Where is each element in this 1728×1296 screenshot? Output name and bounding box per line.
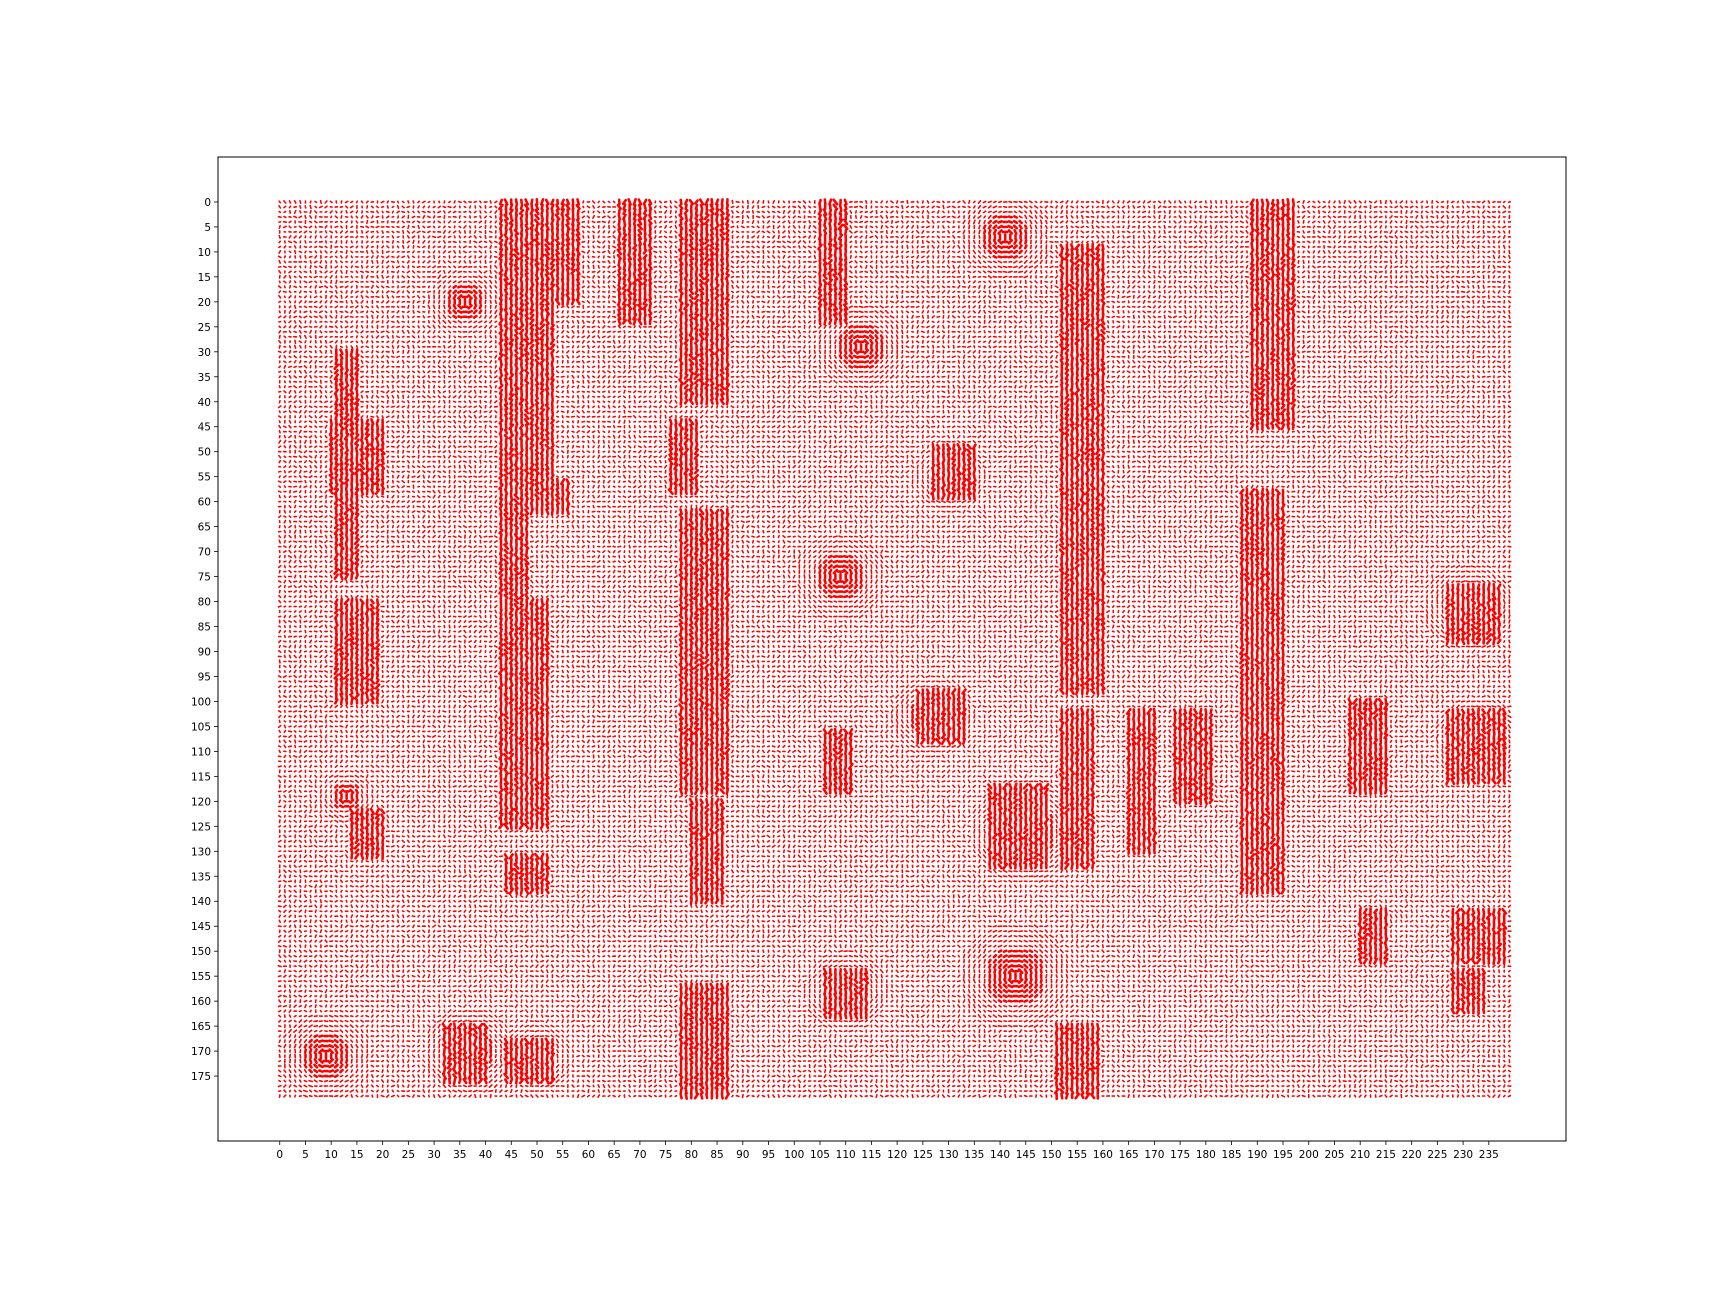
x-tick-label: 230 — [1453, 1149, 1473, 1161]
x-tick-label: 195 — [1273, 1149, 1293, 1161]
x-tick-label: 120 — [887, 1149, 907, 1161]
x-tick-label: 225 — [1427, 1149, 1447, 1161]
y-tick-label: 125 — [191, 821, 211, 833]
x-tick-label: 115 — [861, 1149, 881, 1161]
x-tick-label: 70 — [633, 1149, 646, 1161]
y-tick-label: 55 — [198, 472, 211, 484]
x-tick-label: 0 — [276, 1149, 283, 1161]
y-tick-label: 5 — [204, 222, 211, 234]
x-tick-label: 50 — [530, 1149, 543, 1161]
axes: 0 5 10 15 20 25 30 35 40 45 50 55 60 65 70 75 80 85 90 95 10… — [191, 156, 1567, 1161]
y-tick-label: 155 — [191, 971, 211, 983]
y-tick-label: 65 — [198, 522, 211, 534]
y-tick-label: 15 — [198, 272, 211, 284]
x-tick-label: 130 — [939, 1149, 959, 1161]
x-tick-label: 30 — [427, 1149, 440, 1161]
x-tick-label: 45 — [505, 1149, 518, 1161]
x-tick-label: 90 — [736, 1149, 749, 1161]
y-tick-label: 85 — [198, 622, 211, 634]
y-tick-label: 0 — [204, 197, 211, 209]
y-tick-label: 100 — [191, 696, 211, 708]
y-tick-label: 80 — [198, 597, 211, 609]
x-tick-label: 165 — [1119, 1149, 1139, 1161]
vector-field — [277, 198, 1512, 1101]
x-tick-label: 140 — [990, 1149, 1010, 1161]
x-tick-label: 105 — [810, 1149, 830, 1161]
x-tick-label: 110 — [836, 1149, 856, 1161]
y-tick-label: 90 — [198, 646, 211, 658]
y-tick-label: 165 — [191, 1021, 211, 1033]
x-tick-label: 35 — [453, 1149, 466, 1161]
y-tick-label: 150 — [191, 946, 211, 958]
y-tick-label: 120 — [191, 796, 211, 808]
x-tick-label: 235 — [1479, 1149, 1499, 1161]
x-tick-label: 160 — [1093, 1149, 1113, 1161]
field-arrows-dense — [303, 198, 1508, 1101]
y-tick-label: 135 — [191, 871, 211, 883]
x-tick-label: 190 — [1247, 1149, 1267, 1161]
y-tick-label: 10 — [198, 247, 211, 259]
x-tick-label: 65 — [607, 1149, 620, 1161]
x-tick-label: 155 — [1067, 1149, 1087, 1161]
x-tick-label: 80 — [685, 1149, 698, 1161]
x-tick-label: 125 — [913, 1149, 933, 1161]
x-tick-label: 220 — [1402, 1149, 1422, 1161]
y-tick-label: 110 — [191, 746, 211, 758]
x-tick-label: 95 — [762, 1149, 775, 1161]
x-tick-label: 40 — [479, 1149, 492, 1161]
x-tick-label: 60 — [582, 1149, 595, 1161]
y-tick-label: 25 — [198, 322, 211, 334]
x-tick-label: 85 — [710, 1149, 723, 1161]
x-tick-label: 170 — [1144, 1149, 1164, 1161]
x-tick-label: 5 — [302, 1149, 309, 1161]
y-tick-label: 60 — [198, 497, 211, 509]
x-tick-label: 25 — [402, 1149, 415, 1161]
x-axis: 0 5 10 15 20 25 30 35 40 45 50 55 60 65 70 75 80 85 90 95 10… — [276, 1141, 1499, 1161]
y-tick-label: 115 — [191, 771, 211, 783]
y-tick-label: 160 — [191, 996, 211, 1008]
y-tick-label: 40 — [198, 397, 211, 409]
x-tick-label: 10 — [325, 1149, 338, 1161]
y-tick-label: 105 — [191, 721, 211, 733]
y-tick-label: 95 — [198, 671, 211, 683]
x-tick-label: 135 — [964, 1149, 984, 1161]
y-tick-label: 140 — [191, 896, 211, 908]
y-tick-label: 175 — [191, 1071, 211, 1083]
y-tick-label: 145 — [191, 921, 211, 933]
x-tick-label: 100 — [784, 1149, 804, 1161]
y-tick-label: 30 — [198, 347, 211, 359]
y-tick-label: 45 — [198, 422, 211, 434]
x-tick-label: 150 — [1041, 1149, 1061, 1161]
y-tick-label: 20 — [198, 297, 211, 309]
y-tick-label: 130 — [191, 846, 211, 858]
y-tick-label: 50 — [198, 447, 211, 459]
y-axis: 0 5 10 15 20 25 30 35 40 45 50 55 60 65 70 75 80 85 90 95 10… — [191, 197, 218, 1083]
field-arrows-background — [277, 199, 1512, 1099]
x-tick-label: 210 — [1350, 1149, 1370, 1161]
x-tick-label: 20 — [376, 1149, 389, 1161]
x-tick-label: 200 — [1299, 1149, 1319, 1161]
x-tick-label: 215 — [1376, 1149, 1396, 1161]
x-tick-label: 55 — [556, 1149, 569, 1161]
y-tick-label: 75 — [198, 572, 211, 584]
x-tick-label: 15 — [350, 1149, 363, 1161]
x-tick-label: 145 — [1016, 1149, 1036, 1161]
x-tick-label: 175 — [1170, 1149, 1190, 1161]
x-tick-label: 180 — [1196, 1149, 1216, 1161]
x-tick-label: 75 — [659, 1149, 672, 1161]
x-tick-label: 205 — [1324, 1149, 1344, 1161]
x-tick-label: 185 — [1222, 1149, 1242, 1161]
axes-frame — [217, 156, 1567, 1142]
y-tick-label: 170 — [191, 1046, 211, 1058]
y-tick-label: 35 — [198, 372, 211, 384]
y-tick-label: 70 — [198, 547, 211, 559]
